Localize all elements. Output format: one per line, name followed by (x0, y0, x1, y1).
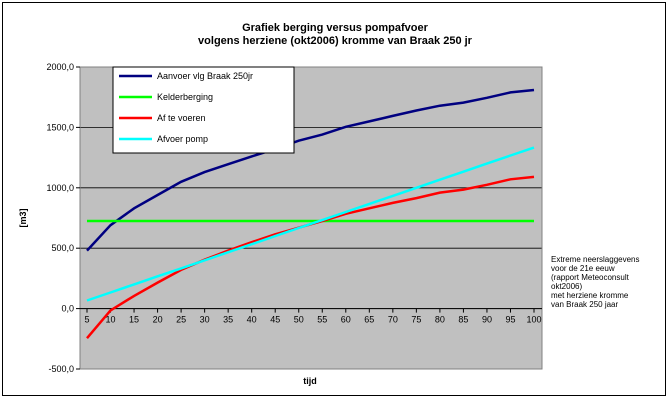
y-tick-label: 1000,0 (46, 183, 74, 193)
x-tick-label: 45 (270, 315, 280, 325)
note-line-6: van Braak 250 jaar (551, 300, 618, 309)
x-tick-label: 85 (458, 315, 468, 325)
x-tick-label: 50 (294, 315, 304, 325)
note-line-2: voor de 21e eeuw (551, 264, 615, 273)
series-layer (86, 88, 535, 340)
x-tick-label: 90 (482, 315, 492, 325)
x-tick-label: 70 (388, 315, 398, 325)
y-tick-label: 2000,0 (46, 62, 74, 72)
legend-label-3: Af te voeren (157, 113, 206, 123)
y-tick-label: 1500,0 (46, 122, 74, 132)
legend: Aanvoer vlg Braak 250jr Kelderberging Af t… (112, 66, 295, 154)
plot-border (79, 66, 543, 370)
x-tick-label: 100 (526, 315, 541, 325)
x-tick-label: 65 (364, 315, 374, 325)
x-tick-label: 40 (247, 315, 257, 325)
series-line-4 (86, 146, 535, 302)
series-line-1 (86, 88, 535, 252)
x-tick-label: 60 (341, 315, 351, 325)
note-line-4: okt2006) (551, 282, 582, 291)
x-tick-label: 30 (200, 315, 210, 325)
note-line-5: met herziene kromme (551, 291, 629, 300)
y-tick-label: 0,0 (61, 304, 74, 314)
x-tick-label: 10 (106, 315, 116, 325)
x-tick-label: 35 (223, 315, 233, 325)
x-tick-label: 5 (84, 315, 89, 325)
legend-label-1: Aanvoer vlg Braak 250jr (157, 71, 253, 81)
x-axis-ticks: 5 10 15 20 25 30 35 40 45 50 55 60 65 70 75 80 85 90 95 100 (80, 308, 542, 325)
x-tick-label: 75 (411, 315, 421, 325)
chart-title-line-2: volgens herziene (okt2006) kromme van Br… (198, 35, 473, 47)
annotation-note: Extreme neerslaggevens voor de 21e eeuw … (551, 255, 640, 309)
x-tick-label: 20 (153, 315, 163, 325)
y-axis-ticks: -500,0 0,0 500,0 1000,0 1500,0 2000,0 (46, 62, 80, 374)
y-tick-label: -500,0 (48, 364, 74, 374)
x-tick-label: 25 (176, 315, 186, 325)
x-tick-label: 55 (317, 315, 327, 325)
y-tick-label: 500,0 (51, 243, 74, 253)
x-tick-label: 15 (129, 315, 139, 325)
x-tick-label: 80 (435, 315, 445, 325)
chart-title-line-1: Grafiek berging versus pompafvoer (242, 22, 429, 34)
x-axis-label: tijd (303, 376, 317, 386)
note-line-3: (rapport Meteoconsult (551, 273, 630, 282)
legend-label-2: Kelderberging (157, 92, 213, 102)
x-tick-label: 95 (505, 315, 515, 325)
y-axis-label: [m3] (18, 208, 28, 227)
legend-label-4: Afvoer pomp (157, 134, 208, 144)
note-line-1: Extreme neerslaggevens (551, 255, 640, 264)
